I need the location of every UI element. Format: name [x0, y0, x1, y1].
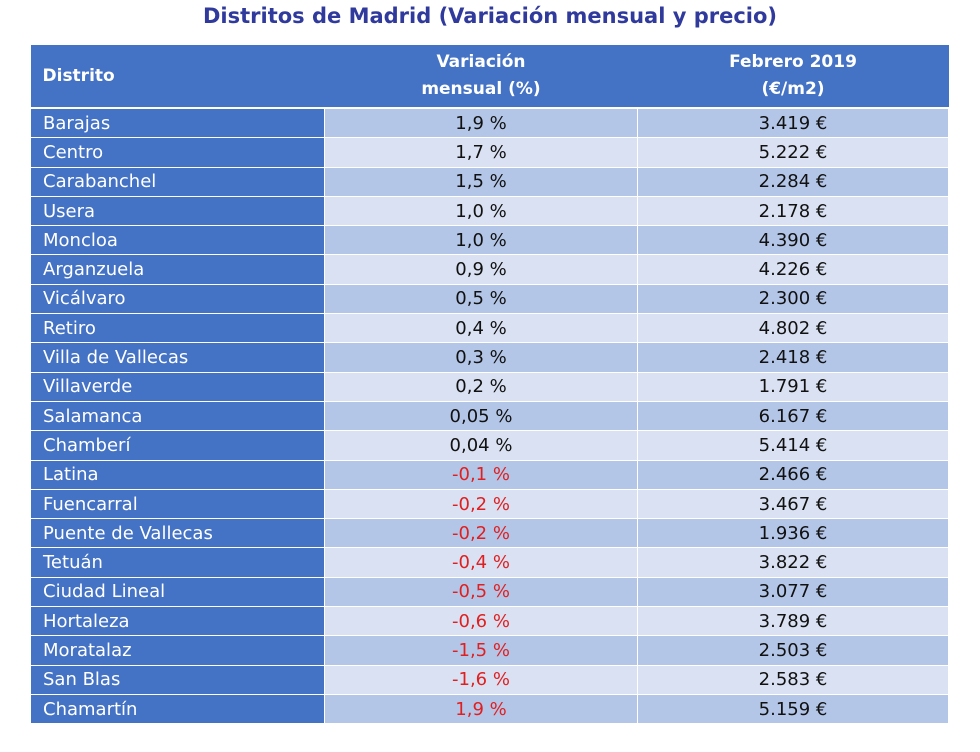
districts-table: Distrito Variación mensual (%) Febrero 20… — [30, 45, 949, 725]
table-row: Latina -0,1 % 2.466 € — [30, 460, 949, 490]
price-cell: 2.503 € — [637, 635, 949, 666]
table-row: Moratalaz -1,5 % 2.503 € — [30, 635, 949, 666]
district-cell: Moncloa — [30, 225, 325, 256]
header-distrito: Distrito — [30, 45, 325, 109]
table-row: Tetuán -0,4 % 3.822 € — [30, 547, 949, 578]
district-cell: San Blas — [30, 665, 325, 695]
district-cell: Vicálvaro — [30, 284, 325, 315]
variation-cell: -0,5 % — [324, 577, 638, 608]
price-cell: 4.226 € — [637, 254, 949, 285]
district-cell: Usera — [30, 196, 325, 227]
header-line: Distrito — [42, 65, 115, 86]
district-cell: Chamberí — [30, 430, 325, 461]
price-cell: 4.390 € — [637, 225, 949, 256]
price-cell: 5.222 € — [637, 137, 949, 168]
table-row: Hortaleza -0,6 % 3.789 € — [30, 606, 949, 637]
variation-cell: -0,4 % — [324, 547, 638, 578]
variation-cell: 1,0 % — [324, 196, 638, 227]
header-row: Distrito Variación mensual (%) Febrero 20… — [30, 45, 949, 109]
variation-cell: -1,5 % — [324, 635, 638, 666]
header-precio: Febrero 2019 (€/m2) — [637, 45, 949, 109]
header-line: (€/m2) — [761, 79, 825, 99]
district-cell: Villa de Vallecas — [30, 342, 325, 373]
district-cell: Salamanca — [30, 401, 325, 432]
variation-cell: -1,6 % — [324, 665, 638, 695]
district-cell: Fuencarral — [30, 489, 325, 520]
table-row: Vicálvaro 0,5 % 2.300 € — [30, 284, 949, 315]
variation-cell: -0,2 % — [324, 518, 638, 549]
district-cell: Centro — [30, 137, 325, 168]
header-line: Variación — [436, 52, 526, 72]
table-row: Villaverde 0,2 % 1.791 € — [30, 372, 949, 402]
district-cell: Barajas — [30, 108, 325, 139]
price-cell: 2.418 € — [637, 342, 949, 373]
variation-cell: 1,5 % — [324, 167, 638, 197]
price-cell: 4.802 € — [637, 313, 949, 344]
price-cell: 5.159 € — [637, 694, 949, 725]
price-cell: 3.077 € — [637, 577, 949, 608]
table-row: Carabanchel 1,5 % 2.284 € — [30, 167, 949, 197]
price-cell: 3.789 € — [637, 606, 949, 637]
variation-cell: 0,05 % — [324, 401, 638, 432]
header-line: Febrero 2019 — [729, 52, 857, 72]
variation-cell: 1,9 % — [324, 108, 638, 139]
price-cell: 1.791 € — [637, 372, 949, 402]
table-row: Ciudad Lineal -0,5 % 3.077 € — [30, 577, 949, 608]
table-row: Centro 1,7 % 5.222 € — [30, 137, 949, 168]
variation-cell: 1,7 % — [324, 137, 638, 168]
table-row: Usera 1,0 % 2.178 € — [30, 196, 949, 227]
variation-cell: -0,2 % — [324, 489, 638, 520]
price-cell: 6.167 € — [637, 401, 949, 432]
price-cell: 2.466 € — [637, 460, 949, 490]
table-row: Barajas 1,9 % 3.419 € — [30, 108, 949, 139]
price-cell: 1.936 € — [637, 518, 949, 549]
price-cell: 2.583 € — [637, 665, 949, 695]
table-row: Moncloa 1,0 % 4.390 € — [30, 225, 949, 256]
variation-cell: -0,6 % — [324, 606, 638, 637]
variation-cell: 0,9 % — [324, 254, 638, 285]
header-variacion: Variación mensual (%) — [324, 45, 638, 109]
district-cell: Puente de Vallecas — [30, 518, 325, 549]
variation-cell: 0,2 % — [324, 372, 638, 402]
price-cell: 2.300 € — [637, 284, 949, 315]
price-cell: 2.284 € — [637, 167, 949, 197]
price-cell: 3.419 € — [637, 108, 949, 139]
variation-cell: 1,9 % — [324, 694, 638, 725]
district-cell: Hortaleza — [30, 606, 325, 637]
district-cell: Villaverde — [30, 372, 325, 402]
table-title: Distritos de Madrid (Variación mensual y… — [202, 4, 778, 28]
price-cell: 5.414 € — [637, 430, 949, 461]
price-cell: 3.467 € — [637, 489, 949, 520]
table-row: Arganzuela 0,9 % 4.226 € — [30, 254, 949, 285]
variation-cell: 1,0 % — [324, 225, 638, 256]
table-row: Fuencarral -0,2 % 3.467 € — [30, 489, 949, 520]
variation-cell: 0,3 % — [324, 342, 638, 373]
district-cell: Ciudad Lineal — [30, 577, 325, 608]
district-cell: Retiro — [30, 313, 325, 344]
table-row: San Blas -1,6 % 2.583 € — [30, 665, 949, 695]
table-row: Puente de Vallecas -0,2 % 1.936 € — [30, 518, 949, 549]
table-row: Salamanca 0,05 % 6.167 € — [30, 401, 949, 432]
variation-cell: -0,1 % — [324, 460, 638, 490]
district-cell: Arganzuela — [30, 254, 325, 285]
variation-cell: 0,4 % — [324, 313, 638, 344]
variation-cell: 0,5 % — [324, 284, 638, 315]
price-cell: 3.822 € — [637, 547, 949, 578]
header-line: mensual (%) — [421, 79, 541, 99]
table-row: Chamberí 0,04 % 5.414 € — [30, 430, 949, 461]
district-cell: Carabanchel — [30, 167, 325, 197]
table-row: Retiro 0,4 % 4.802 € — [30, 313, 949, 344]
variation-cell: 0,04 % — [324, 430, 638, 461]
district-cell: Latina — [30, 460, 325, 490]
table-row: Villa de Vallecas 0,3 % 2.418 € — [30, 342, 949, 373]
district-cell: Chamartín — [30, 694, 325, 725]
table-row: Chamartín 1,9 % 5.159 € — [30, 694, 949, 725]
district-cell: Moratalaz — [30, 635, 325, 666]
price-cell: 2.178 € — [637, 196, 949, 227]
district-cell: Tetuán — [30, 547, 325, 578]
